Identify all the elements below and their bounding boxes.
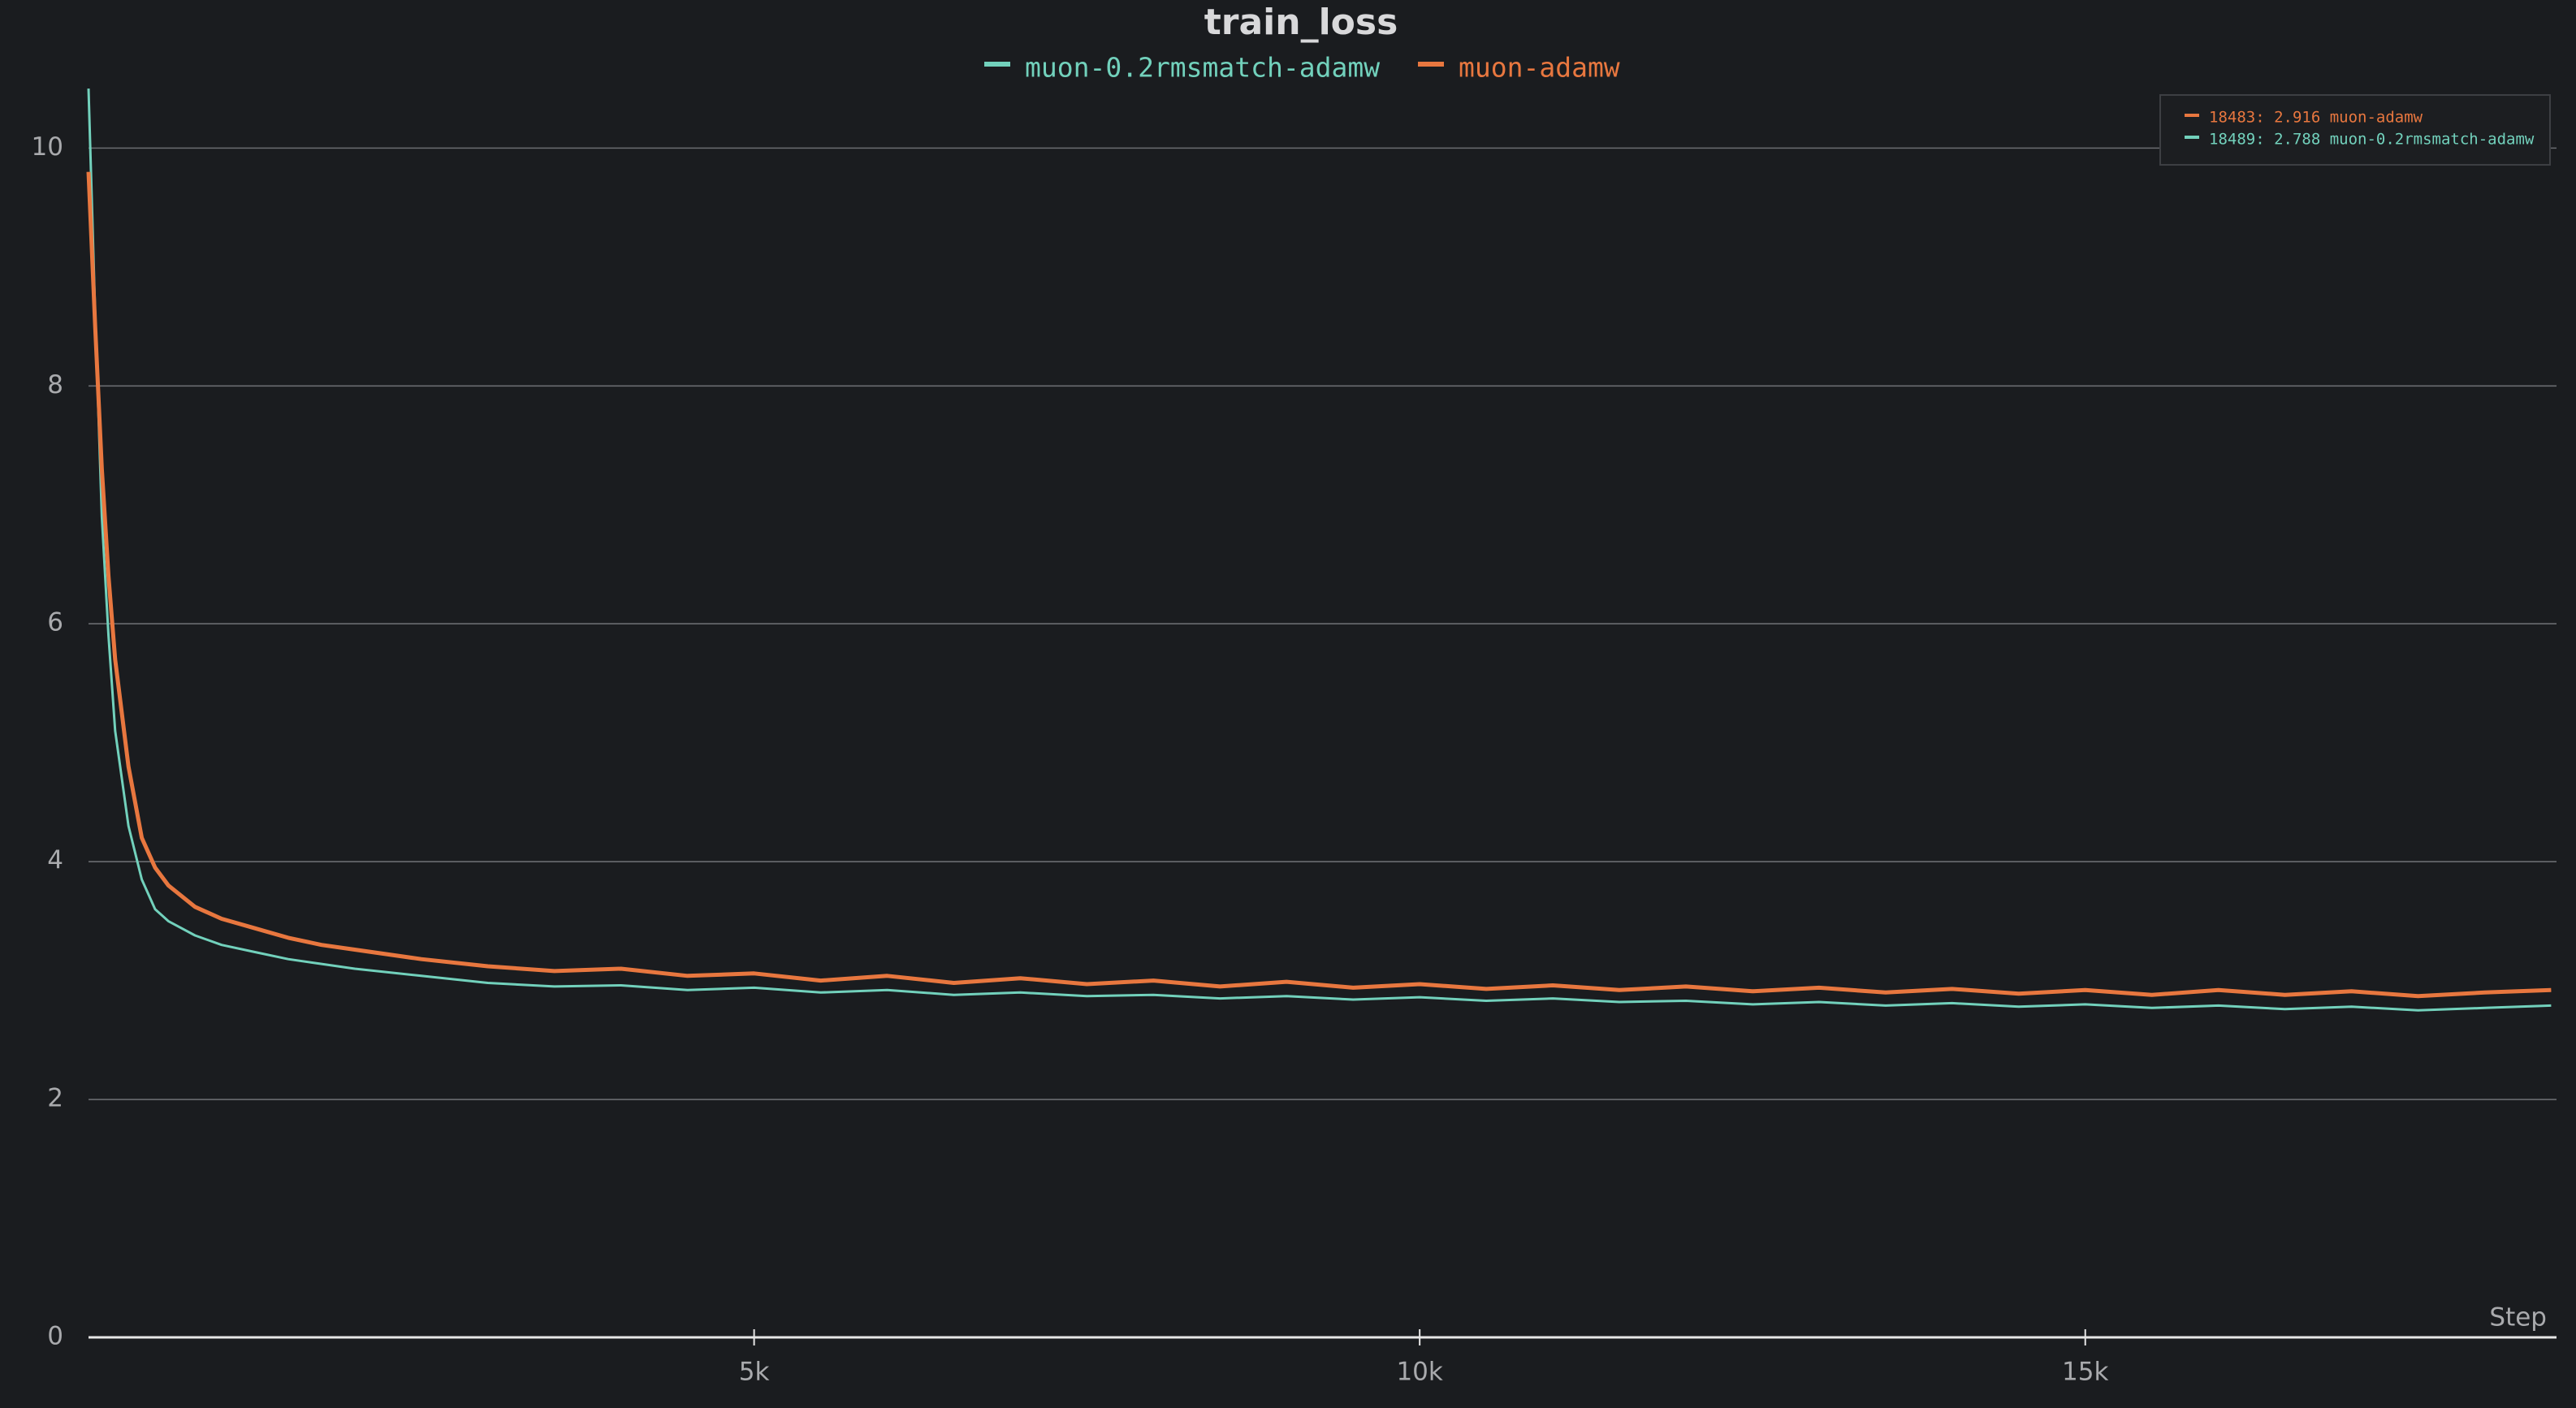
line-series: [86, 171, 2552, 999]
x-tick-label: 5k: [739, 1358, 770, 1387]
x-tick-label: 10k: [1396, 1358, 1442, 1387]
x-tick-label: 15k: [2062, 1358, 2108, 1387]
y-tick-label: 6: [47, 608, 63, 637]
y-tick-label: 2: [47, 1084, 63, 1113]
legend-label: muon-adamw: [1459, 52, 1620, 84]
tooltip-text: 18489: 2.788 muon-0.2rmsmatch-adamw: [2209, 131, 2535, 149]
legend-label: muon-0.2rmsmatch-adamw: [1025, 52, 1380, 84]
y-tick-label: 4: [47, 846, 63, 875]
line-series: [87, 89, 2552, 1012]
chart-title: train_loss: [1204, 2, 1398, 43]
tooltip-box: [2159, 94, 2551, 166]
tooltip-text: 18483: 2.916 muon-adamw: [2209, 109, 2423, 127]
x-axis-label: Step: [2489, 1303, 2547, 1332]
y-tick-label: 10: [32, 132, 63, 162]
y-tick-label: 8: [47, 370, 63, 400]
y-tick-label: 0: [47, 1322, 63, 1351]
